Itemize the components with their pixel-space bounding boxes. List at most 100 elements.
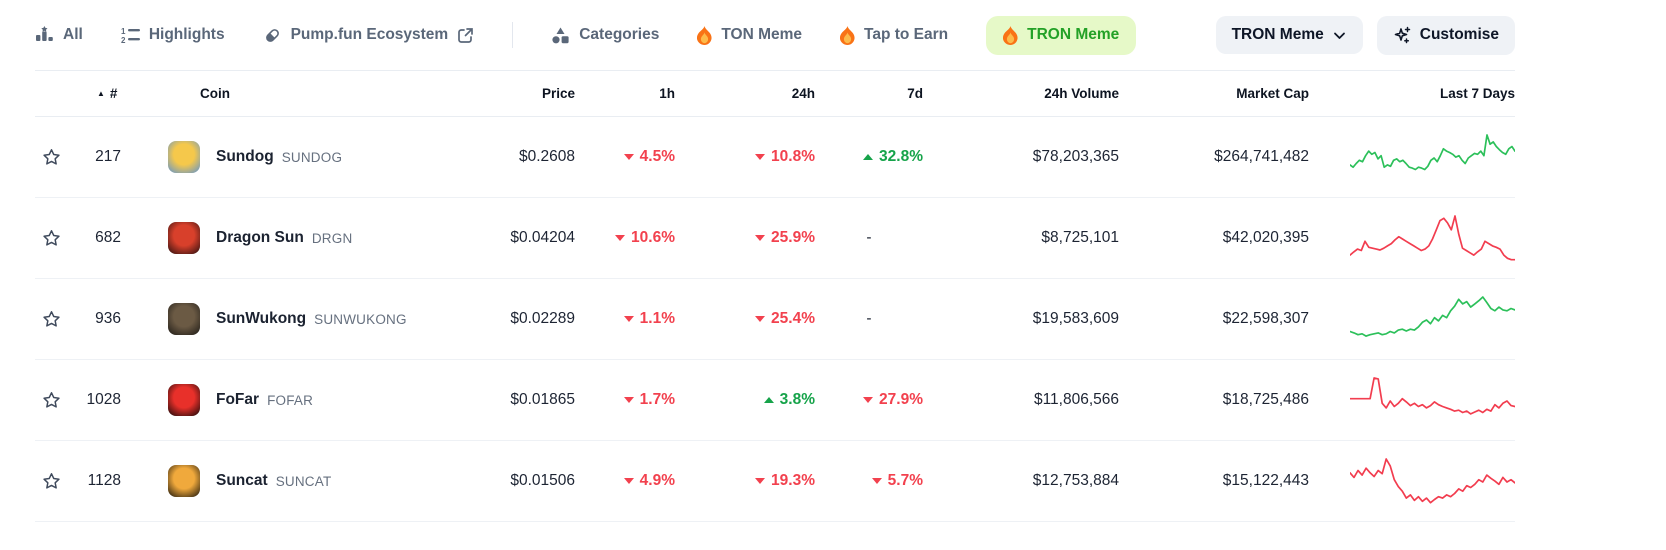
market-cap: $22,598,307 bbox=[1222, 310, 1309, 327]
down-arrow-icon bbox=[863, 397, 874, 403]
market-cap: $15,122,443 bbox=[1222, 472, 1309, 489]
table-row[interactable]: 682 Dragon Sun DRGN $0.04204 10.6% 25.9%… bbox=[35, 198, 1515, 279]
table-header: ▲ # Coin Price 1h 24h 7d 24h Volume Mark… bbox=[35, 70, 1515, 117]
toolbar-divider bbox=[512, 22, 514, 48]
coin-name: FoFar bbox=[216, 391, 260, 408]
coin-cell[interactable]: Sundog SUNDOG bbox=[153, 141, 463, 173]
coin-logo bbox=[168, 222, 200, 254]
favorite-cell bbox=[35, 309, 75, 330]
filter-toolbar: All 1 2 Highlights Pump.fun Ecosystem bbox=[35, 0, 1515, 70]
coin-price: $0.04204 bbox=[510, 229, 575, 246]
external-link-icon bbox=[458, 27, 474, 43]
coin-cell[interactable]: Dragon Sun DRGN bbox=[153, 222, 463, 254]
favorite-cell bbox=[35, 228, 75, 249]
volume-24h: $11,806,566 bbox=[1033, 391, 1119, 408]
change-7d: 27.9% bbox=[815, 391, 923, 409]
change-24h: 10.8% bbox=[675, 148, 815, 166]
tab-tap-to-earn[interactable]: Tap to Earn bbox=[840, 25, 949, 45]
favorite-cell bbox=[35, 471, 75, 492]
tab-highlights[interactable]: 1 2 Highlights bbox=[121, 26, 225, 44]
change-7d: 5.7% bbox=[815, 472, 923, 490]
coin-symbol: DRGN bbox=[311, 230, 353, 246]
coin-rank: 1128 bbox=[87, 472, 121, 489]
change-24h: 3.8% bbox=[675, 391, 815, 409]
sparkline-7d bbox=[1309, 210, 1515, 266]
change-1h: 1.7% bbox=[575, 391, 675, 409]
col-header-rank[interactable]: ▲ # bbox=[97, 86, 118, 101]
coin-cell[interactable]: Suncat SUNCAT bbox=[153, 465, 463, 497]
market-cap: $18,725,486 bbox=[1222, 391, 1309, 408]
col-header-volume[interactable]: 24h Volume bbox=[1044, 86, 1119, 101]
down-arrow-icon bbox=[755, 235, 766, 241]
flame-icon bbox=[1003, 25, 1018, 45]
coin-rank: 217 bbox=[95, 148, 121, 165]
coin-symbol: SUNWUKONG bbox=[314, 311, 407, 327]
tab-pumpfun-ecosystem[interactable]: Pump.fun Ecosystem bbox=[263, 26, 475, 45]
coin-table-body: 217 Sundog SUNDOG $0.2608 4.5% 10.8% 32.… bbox=[35, 117, 1515, 522]
coin-cell[interactable]: FoFar FOFAR bbox=[153, 384, 463, 416]
col-header-1h[interactable]: 1h bbox=[659, 86, 675, 101]
toolbar-right-group: TRON Meme Customise bbox=[1215, 15, 1515, 55]
down-arrow-icon bbox=[755, 478, 766, 484]
down-arrow-icon bbox=[623, 397, 634, 403]
pill-icon bbox=[265, 28, 279, 42]
tab-all[interactable]: All bbox=[35, 25, 83, 45]
tab-tron-meme-active[interactable]: TRON Meme bbox=[986, 15, 1137, 55]
down-arrow-icon bbox=[623, 316, 634, 322]
favorite-star-icon[interactable] bbox=[41, 228, 62, 249]
coin-name: SunWukong bbox=[216, 310, 307, 327]
table-row[interactable]: 936 SunWukong SUNWUKONG $0.02289 1.1% 25… bbox=[35, 279, 1515, 360]
up-arrow-icon bbox=[763, 397, 774, 403]
col-header-coin[interactable]: Coin bbox=[200, 86, 230, 101]
table-row[interactable]: 217 Sundog SUNDOG $0.2608 4.5% 10.8% 32.… bbox=[35, 117, 1515, 198]
shapes-icon bbox=[552, 27, 569, 43]
coin-logo bbox=[168, 384, 200, 416]
tab-label: TRON Meme bbox=[1027, 26, 1120, 43]
up-arrow-icon bbox=[863, 154, 874, 160]
down-arrow-icon bbox=[755, 316, 766, 322]
favorite-star-icon[interactable] bbox=[41, 471, 62, 492]
change-7d: - bbox=[866, 229, 872, 246]
col-header-7d[interactable]: 7d bbox=[907, 86, 923, 101]
coin-price: $0.2608 bbox=[518, 148, 575, 165]
chart-bar-star-icon bbox=[36, 25, 53, 41]
svg-text:1: 1 bbox=[121, 27, 126, 36]
change-1h: 1.1% bbox=[575, 310, 675, 328]
col-header-price[interactable]: Price bbox=[541, 86, 575, 101]
tab-label: Highlights bbox=[148, 26, 225, 43]
tab-label: Tap to Earn bbox=[864, 26, 949, 43]
tab-categories[interactable]: Categories bbox=[551, 26, 659, 45]
coin-logo bbox=[168, 465, 200, 497]
table-row[interactable]: 1128 Suncat SUNCAT $0.01506 4.9% 19.3% 5… bbox=[35, 441, 1515, 522]
tab-label: Pump.fun Ecosystem bbox=[290, 26, 449, 43]
volume-24h: $78,203,365 bbox=[1032, 148, 1119, 165]
sparkline-7d bbox=[1309, 372, 1515, 428]
svg-text:2: 2 bbox=[121, 36, 126, 44]
coin-cell[interactable]: SunWukong SUNWUKONG bbox=[153, 303, 463, 335]
coin-price: $0.02289 bbox=[510, 310, 575, 327]
volume-24h: $12,753,884 bbox=[1032, 472, 1119, 489]
coin-rank: 682 bbox=[95, 229, 121, 246]
volume-24h: $8,725,101 bbox=[1041, 229, 1119, 246]
tab-ton-meme[interactable]: TON Meme bbox=[697, 25, 802, 45]
coin-symbol: SUNCAT bbox=[275, 473, 332, 489]
sparkles-icon bbox=[1394, 26, 1410, 43]
favorite-star-icon[interactable] bbox=[41, 147, 62, 168]
customise-label: Customise bbox=[1419, 26, 1499, 43]
table-row[interactable]: 1028 FoFar FOFAR $0.01865 1.7% 3.8% 27.9… bbox=[35, 360, 1515, 441]
favorite-star-icon[interactable] bbox=[41, 390, 62, 411]
category-dropdown[interactable]: TRON Meme bbox=[1215, 16, 1363, 54]
change-1h: 10.6% bbox=[575, 229, 675, 247]
customise-button[interactable]: Customise bbox=[1376, 15, 1515, 55]
favorite-star-icon[interactable] bbox=[41, 309, 62, 330]
change-7d: 32.8% bbox=[815, 148, 923, 166]
coin-logo bbox=[168, 141, 200, 173]
col-header-24h[interactable]: 24h bbox=[791, 86, 815, 101]
col-header-last-7-days[interactable]: Last 7 Days bbox=[1439, 86, 1515, 101]
sort-asc-icon: ▲ bbox=[97, 88, 105, 98]
coin-symbol: FOFAR bbox=[267, 392, 314, 408]
volume-24h: $19,583,609 bbox=[1032, 310, 1119, 327]
change-24h: 19.3% bbox=[675, 472, 815, 490]
col-header-market-cap[interactable]: Market Cap bbox=[1236, 86, 1309, 101]
chevron-down-icon bbox=[1333, 32, 1345, 39]
